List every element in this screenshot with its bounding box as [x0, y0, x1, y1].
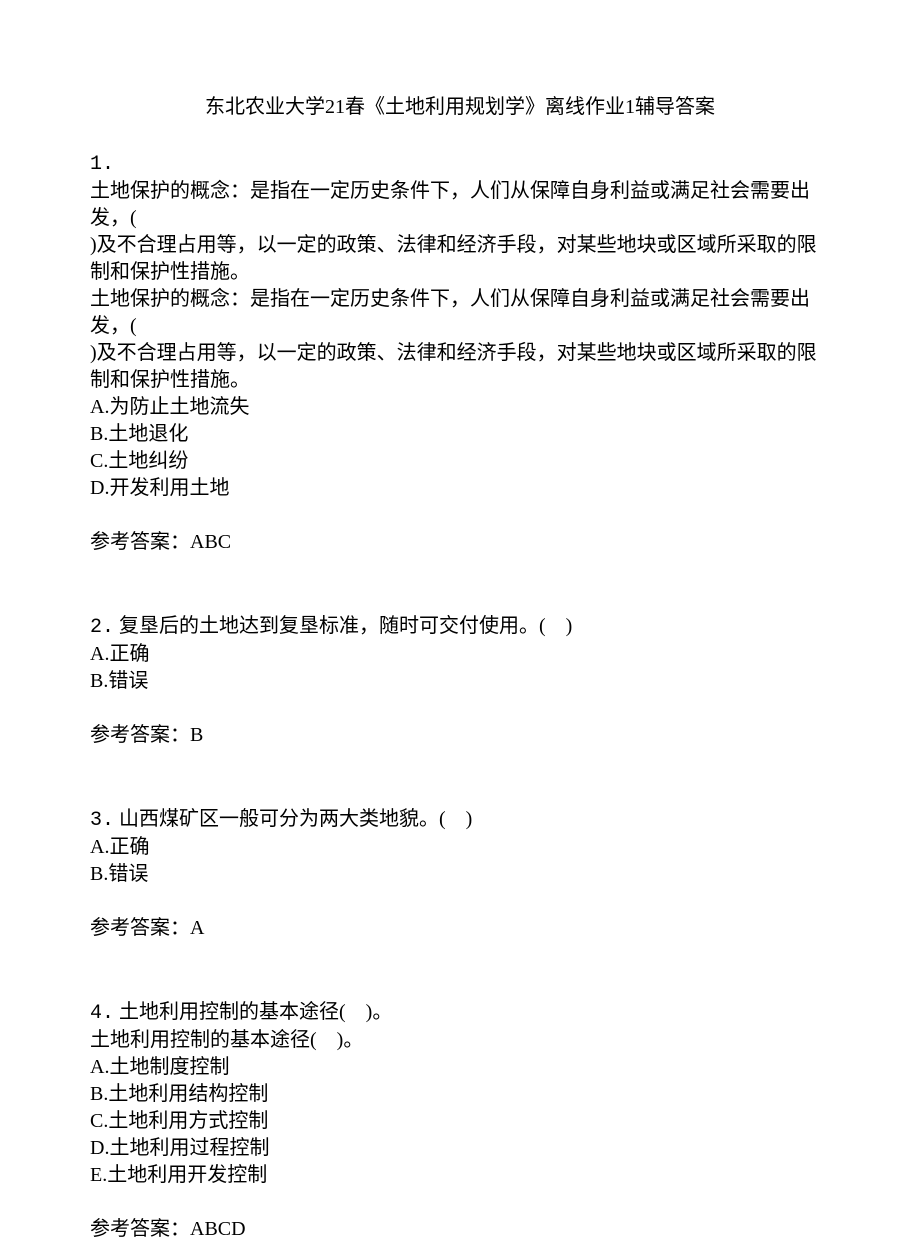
answer-label: 参考答案：: [90, 1218, 190, 1240]
question-stem-line: )及不合理占用等，以一定的政策、法律和经济手段，对某些地块或区域所采取的限制和保…: [90, 232, 830, 286]
question-4: 4. 土地利用控制的基本途径( )。 土地利用控制的基本途径( )。 A.土地制…: [90, 999, 830, 1243]
answer-value: B: [190, 724, 203, 746]
question-option: A.土地制度控制: [90, 1054, 830, 1081]
question-option: B.土地退化: [90, 421, 830, 448]
question-stem-text: 山西煤矿区一般可分为两大类地貌。( ): [119, 808, 472, 830]
question-stem-line: )及不合理占用等，以一定的政策、法律和经济手段，对某些地块或区域所采取的限制和保…: [90, 340, 830, 394]
question-stem-line: 土地利用控制的基本途径( )。: [90, 1027, 830, 1054]
question-1: 1. 土地保护的概念：是指在一定历史条件下，人们从保障自身利益或满足社会需要出发…: [90, 151, 830, 556]
question-stem-line: 土地保护的概念：是指在一定历史条件下，人们从保障自身利益或满足社会需要出发，(: [90, 286, 830, 340]
question-option: B.土地利用结构控制: [90, 1081, 830, 1108]
question-option: A.为防止土地流失: [90, 394, 830, 421]
question-number: 4.: [90, 1002, 114, 1025]
question-stem-line: 3. 山西煤矿区一般可分为两大类地貌。( ): [90, 806, 830, 834]
question-3: 3. 山西煤矿区一般可分为两大类地貌。( ) A.正确 B.错误 参考答案：A: [90, 806, 830, 942]
question-stem-text: 土地利用控制的基本途径( )。: [119, 1001, 392, 1023]
answer-label: 参考答案：: [90, 531, 190, 553]
answer-line: 参考答案：B: [90, 722, 830, 749]
question-stem-line: 4. 土地利用控制的基本途径( )。: [90, 999, 830, 1027]
question-stem-line: 土地保护的概念：是指在一定历史条件下，人们从保障自身利益或满足社会需要出发，(: [90, 178, 830, 232]
answer-line: 参考答案：ABCD: [90, 1216, 830, 1243]
question-option: B.错误: [90, 668, 830, 695]
question-option: D.土地利用过程控制: [90, 1135, 830, 1162]
document-title: 东北农业大学21春《土地利用规划学》离线作业1辅导答案: [90, 90, 830, 119]
answer-line: 参考答案：A: [90, 915, 830, 942]
answer-value: A: [190, 917, 204, 939]
question-option: E.土地利用开发控制: [90, 1162, 830, 1189]
question-option: B.错误: [90, 861, 830, 888]
question-option: A.正确: [90, 641, 830, 668]
question-stem-text: 复垦后的土地达到复垦标准，随时可交付使用。( ): [119, 615, 572, 637]
question-option: A.正确: [90, 834, 830, 861]
question-number: 2.: [90, 616, 114, 639]
question-number: 3.: [90, 809, 114, 832]
answer-line: 参考答案：ABC: [90, 529, 830, 556]
answer-label: 参考答案：: [90, 724, 190, 746]
question-option: C.土地纠纷: [90, 448, 830, 475]
question-option: D.开发利用土地: [90, 475, 830, 502]
answer-label: 参考答案：: [90, 917, 190, 939]
question-2: 2. 复垦后的土地达到复垦标准，随时可交付使用。( ) A.正确 B.错误 参考…: [90, 613, 830, 749]
question-stem-line: 2. 复垦后的土地达到复垦标准，随时可交付使用。( ): [90, 613, 830, 641]
answer-value: ABC: [190, 531, 231, 553]
question-option: C.土地利用方式控制: [90, 1108, 830, 1135]
answer-value: ABCD: [190, 1218, 246, 1240]
question-number: 1.: [90, 151, 830, 178]
